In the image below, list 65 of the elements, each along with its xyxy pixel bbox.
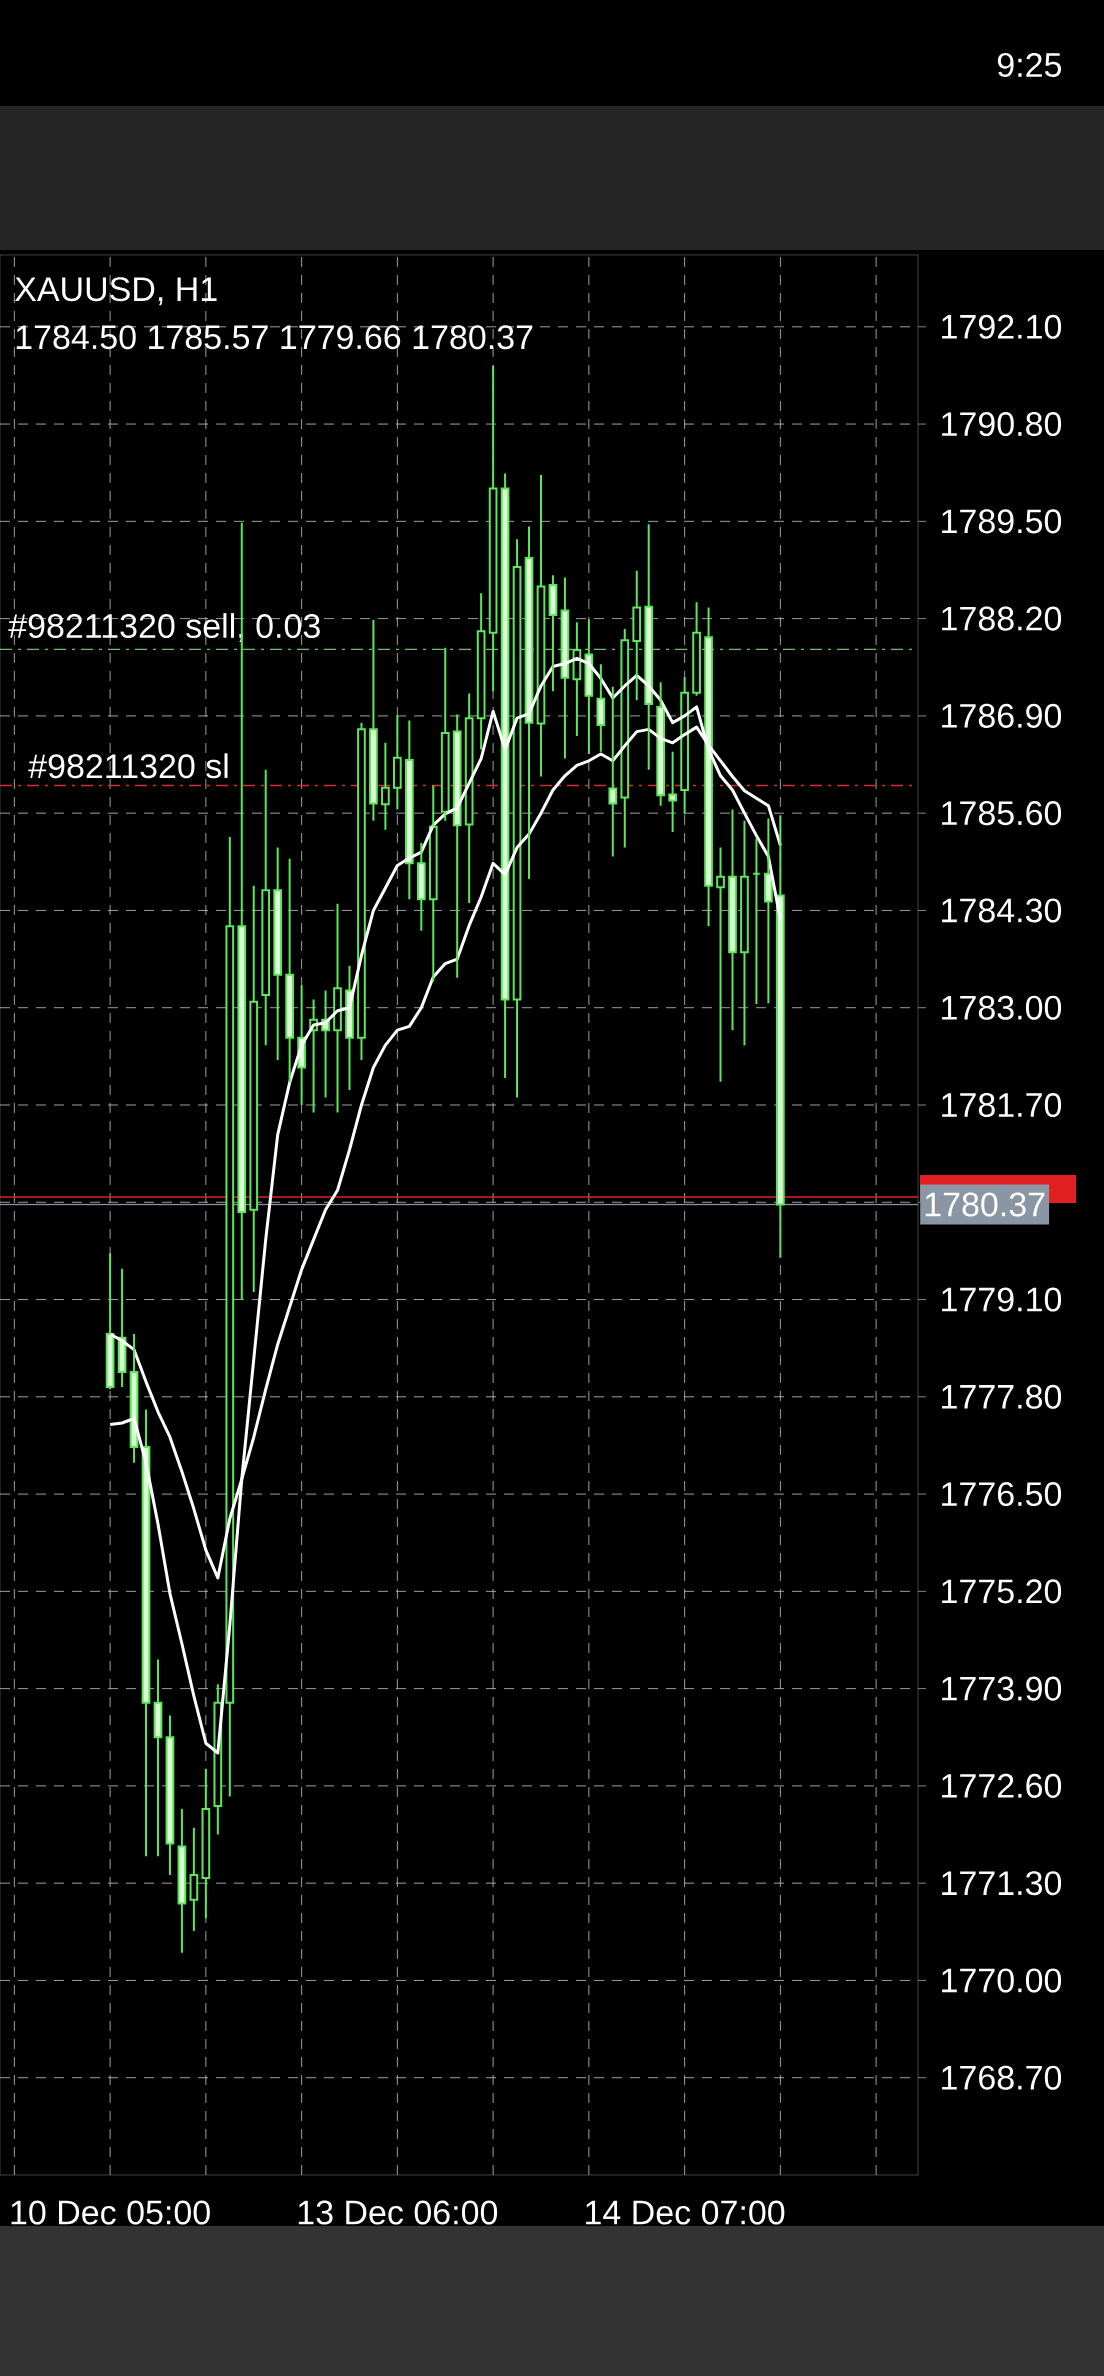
y-tick-label: 1775.20 [942, 1579, 1062, 1604]
candlestick [704, 606, 713, 928]
candlestick [273, 846, 283, 1062]
candlestick [428, 784, 438, 983]
y-tick-label: 1790.80 [942, 412, 1062, 437]
x-tick-label: 14 Dec 07:00 [586, 2200, 785, 2225]
candlestick [620, 628, 630, 849]
candlestick [776, 814, 785, 1259]
candlestick [404, 719, 414, 901]
y-tick-label: 1786.90 [942, 703, 1062, 728]
candlestick [548, 574, 558, 693]
candlestick [476, 592, 486, 751]
y-tick-label: 1788.20 [942, 606, 1062, 631]
candlestick [416, 842, 426, 932]
y-tick-label: 1772.60 [942, 1773, 1062, 1798]
y-tick-label: 1789.50 [942, 509, 1062, 534]
candlestick [261, 768, 271, 1047]
ref-line-label: #98211320 sl [28, 753, 228, 779]
candlestick [716, 846, 725, 1083]
candlestick [740, 819, 749, 1047]
text: XAUUSD, H1 [14, 277, 217, 306]
candlestick [728, 808, 737, 1032]
candlestick [488, 364, 498, 693]
candlestick [680, 675, 689, 815]
candlestick [668, 750, 677, 833]
candlestick [440, 646, 450, 822]
text: 9:25 [997, 52, 1062, 78]
y-tick-label: 1771.30 [942, 1871, 1062, 1896]
candlestick [452, 713, 462, 979]
candlestick [201, 1767, 211, 1920]
y-tick-label: 1777.80 [942, 1384, 1062, 1409]
candlestick [393, 714, 402, 811]
y-tick-label: 1768.70 [942, 2065, 1062, 2090]
candlestick [333, 902, 342, 1114]
candlestick [189, 1826, 199, 1933]
candlestick [764, 817, 773, 1005]
y-tick-label: 1770.00 [942, 1968, 1062, 1993]
y-tick-label: 1779.10 [942, 1287, 1062, 1312]
candlestick [177, 1808, 187, 1954]
x-tick-label: 10 Dec 05:00 [11, 2200, 210, 2225]
y-tick-label: 1785.60 [942, 801, 1062, 826]
candlestick [596, 663, 606, 753]
y-tick-label: 1776.50 [942, 1482, 1062, 1507]
ref-line-label: 1780.37 [925, 1192, 1045, 1217]
candlestick [165, 1714, 175, 1876]
candlestick [369, 619, 378, 822]
candlestick [692, 601, 701, 697]
candlestick [249, 884, 259, 1294]
candlestick [153, 1658, 163, 1858]
candlestick [225, 836, 235, 1798]
candlestick [285, 857, 294, 1084]
y-tick-label: 1792.10 [942, 314, 1062, 339]
candlestick [656, 681, 666, 807]
x-tick-label: 13 Dec 06:00 [298, 2200, 498, 2225]
candlestick [632, 569, 642, 702]
y-tick-label: 1784.30 [942, 898, 1062, 923]
candlestick [381, 741, 390, 831]
y-tick-label: 1773.90 [942, 1676, 1062, 1701]
candlestick [644, 523, 654, 771]
candlestick [608, 685, 618, 858]
text: 1784.50 1785.57 1779.66 1780.37 [16, 325, 533, 350]
y-tick-label: 1781.70 [942, 1092, 1062, 1118]
candlestick [464, 692, 474, 904]
y-tick-label: 1783.00 [942, 995, 1062, 1020]
candlestick [357, 721, 366, 1062]
